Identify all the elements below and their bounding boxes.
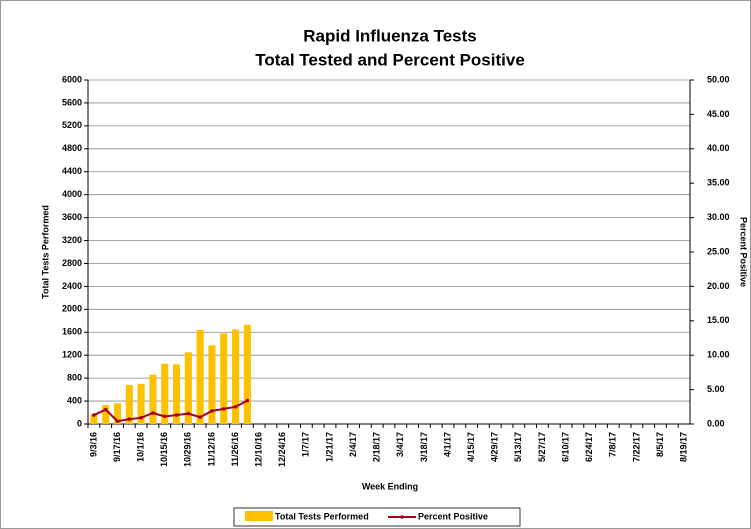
chart-subtitle: Total Tested and Percent Positive bbox=[255, 50, 525, 69]
line-point bbox=[151, 411, 155, 415]
line-point bbox=[139, 416, 143, 420]
y-tick-label: 4000 bbox=[62, 189, 82, 199]
x-tick-label: 4/29/17 bbox=[490, 432, 500, 462]
line-point bbox=[186, 411, 191, 416]
bar bbox=[137, 383, 145, 424]
bar bbox=[125, 385, 133, 424]
bar bbox=[208, 345, 216, 424]
y2-tick-label: 15.00 bbox=[707, 315, 730, 325]
x-tick-label: 5/27/17 bbox=[537, 432, 547, 462]
line-point bbox=[245, 398, 250, 403]
y-axis-label: Total Tests Performed bbox=[40, 205, 50, 299]
y-tick-label: 6000 bbox=[62, 74, 82, 84]
y-tick-label: 4400 bbox=[62, 166, 82, 176]
chart-title: Rapid Influenza Tests bbox=[303, 26, 477, 45]
x-tick-label: 3/18/17 bbox=[419, 432, 429, 462]
y-tick-label: 5600 bbox=[62, 97, 82, 107]
x-tick-label: 8/5/17 bbox=[655, 432, 665, 457]
x-tick-label: 8/19/17 bbox=[678, 432, 688, 462]
y-tick-label: 2800 bbox=[62, 258, 82, 268]
y2-tick-label: 40.00 bbox=[707, 143, 730, 153]
x-tick-label: 6/10/17 bbox=[560, 432, 570, 462]
line-point bbox=[103, 407, 108, 412]
x-tick-label: 1/21/17 bbox=[324, 432, 334, 462]
x-tick-label: 9/3/16 bbox=[88, 432, 98, 457]
y-tick-label: 2000 bbox=[62, 304, 82, 314]
line bbox=[93, 399, 248, 423]
y-tick-label: 3600 bbox=[62, 212, 82, 222]
line-point bbox=[210, 409, 214, 413]
y-tick-label: 1200 bbox=[62, 350, 82, 360]
x-tick-label: 3/4/17 bbox=[395, 432, 405, 457]
y2-axis-label: Percent Positive bbox=[739, 217, 749, 287]
line-point bbox=[233, 405, 238, 409]
line-point bbox=[198, 415, 202, 419]
legend-label: Percent Positive bbox=[418, 511, 488, 521]
legend-label: Total Tests Performed bbox=[275, 511, 369, 521]
x-tick-label: 10/1/16 bbox=[135, 432, 145, 462]
y-tick-label: 3200 bbox=[62, 235, 82, 245]
legend-swatch bbox=[245, 511, 273, 521]
legend-swatch bbox=[400, 515, 404, 519]
y2-tick-label: 5.00 bbox=[707, 384, 725, 394]
x-tick-label: 5/13/17 bbox=[513, 432, 523, 462]
bar bbox=[232, 329, 240, 424]
line-point bbox=[221, 407, 226, 411]
x-tick-label: 10/29/16 bbox=[183, 432, 193, 467]
y2-tick-label: 35.00 bbox=[707, 178, 730, 188]
y2-tick-label: 10.00 bbox=[707, 350, 730, 360]
x-tick-label: 1/7/17 bbox=[301, 432, 311, 457]
y-tick-label: 0 bbox=[77, 418, 82, 428]
bar bbox=[184, 352, 192, 424]
y2-tick-label: 0.00 bbox=[707, 418, 725, 428]
line-point bbox=[162, 414, 167, 419]
bar bbox=[172, 364, 181, 424]
bar bbox=[196, 329, 204, 424]
bar bbox=[102, 405, 110, 424]
x-tick-label: 11/26/16 bbox=[230, 432, 240, 467]
y2-tick-label: 25.00 bbox=[707, 246, 730, 256]
bar bbox=[90, 414, 98, 424]
y2-tick-label: 45.00 bbox=[707, 109, 730, 119]
y-tick-label: 400 bbox=[67, 395, 82, 405]
x-tick-label: 6/24/17 bbox=[584, 432, 594, 462]
x-tick-label: 10/15/16 bbox=[159, 432, 169, 467]
line-point bbox=[174, 413, 179, 417]
x-tick-label: 7/8/17 bbox=[608, 432, 618, 457]
line-point bbox=[92, 413, 96, 417]
x-tick-label: 9/17/16 bbox=[112, 432, 122, 462]
x-tick-label: 2/18/17 bbox=[372, 432, 382, 462]
bar bbox=[149, 374, 157, 424]
x-tick-label: 11/12/16 bbox=[206, 432, 216, 467]
line-point bbox=[115, 419, 120, 424]
bar bbox=[220, 333, 228, 424]
line-point bbox=[127, 417, 132, 421]
y-tick-label: 4800 bbox=[62, 143, 82, 153]
x-tick-label: 7/22/17 bbox=[631, 432, 641, 462]
y-tick-label: 800 bbox=[67, 373, 82, 383]
legend-box bbox=[233, 507, 521, 527]
y2-tick-label: 20.00 bbox=[707, 281, 730, 291]
x-tick-label: 12/24/16 bbox=[277, 432, 287, 467]
x-axis-label: Week Ending bbox=[362, 481, 418, 491]
bar bbox=[113, 403, 122, 424]
bar bbox=[161, 363, 169, 424]
x-tick-label: 4/15/17 bbox=[466, 432, 476, 462]
y-tick-label: 5200 bbox=[62, 120, 82, 130]
x-tick-label: 4/1/17 bbox=[442, 432, 452, 457]
x-tick-label: 2/4/17 bbox=[348, 432, 358, 457]
bar bbox=[243, 324, 251, 424]
x-tick-label: 12/10/16 bbox=[254, 432, 264, 467]
y-tick-label: 1600 bbox=[62, 327, 82, 337]
y2-tick-label: 30.00 bbox=[707, 212, 730, 222]
y2-tick-label: 50.00 bbox=[707, 74, 730, 84]
y-tick-label: 2400 bbox=[62, 281, 82, 291]
